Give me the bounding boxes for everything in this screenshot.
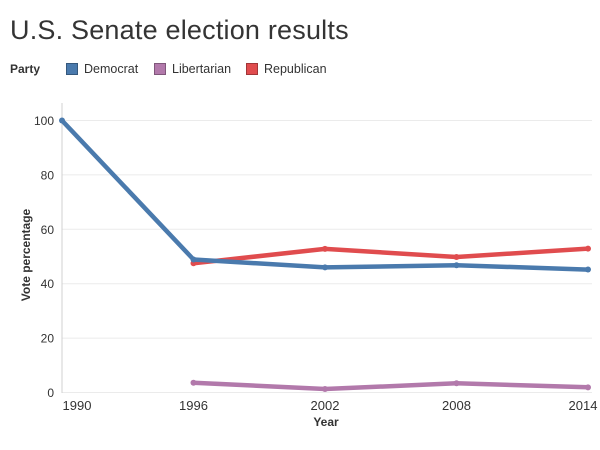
legend-swatch bbox=[246, 63, 258, 75]
legend-item-label: Democrat bbox=[84, 62, 139, 76]
y-tick-label: 80 bbox=[41, 168, 55, 182]
data-point-marker[interactable] bbox=[322, 385, 328, 392]
legend-title: Party bbox=[10, 62, 41, 76]
data-point-marker[interactable] bbox=[322, 264, 328, 271]
data-point-marker[interactable] bbox=[585, 384, 591, 391]
y-tick-label: 40 bbox=[41, 277, 55, 291]
y-tick-label: 20 bbox=[41, 332, 55, 346]
legend: Party Democrat Libertarian Republican bbox=[0, 60, 600, 78]
y-tick-label: 0 bbox=[47, 386, 54, 400]
x-tick-label: 2014 bbox=[569, 398, 598, 413]
data-point-marker[interactable] bbox=[322, 245, 328, 252]
data-point-marker[interactable] bbox=[190, 256, 197, 263]
x-tick-label: 1990 bbox=[63, 398, 92, 413]
data-point-marker[interactable] bbox=[585, 245, 591, 252]
data-point-marker[interactable] bbox=[190, 379, 197, 386]
x-tick-label: 2002 bbox=[311, 398, 340, 413]
data-point-marker[interactable] bbox=[453, 262, 460, 269]
data-point-marker[interactable] bbox=[59, 117, 65, 124]
legend-item-republican[interactable]: Republican bbox=[246, 60, 327, 78]
legend-item-libertarian[interactable]: Libertarian bbox=[154, 60, 231, 78]
y-axis-title: Vote percentage bbox=[19, 208, 33, 302]
legend-item-label: Libertarian bbox=[172, 62, 232, 76]
legend-item-label: Republican bbox=[264, 62, 327, 76]
chart-title: U.S. Senate election results bbox=[10, 15, 349, 45]
legend-swatch bbox=[66, 63, 78, 75]
legend-item-democrat[interactable]: Democrat bbox=[66, 60, 138, 78]
legend-swatch bbox=[154, 63, 166, 75]
y-tick-label: 100 bbox=[34, 114, 54, 128]
x-axis-title: Year bbox=[313, 415, 339, 429]
x-tick-label: 2008 bbox=[442, 398, 471, 413]
data-point-marker[interactable] bbox=[585, 266, 591, 273]
data-point-marker[interactable] bbox=[453, 380, 460, 387]
y-tick-label: 60 bbox=[41, 223, 55, 237]
x-tick-label: 1996 bbox=[179, 398, 208, 413]
data-point-marker[interactable] bbox=[453, 254, 460, 261]
series-line-libertarian[interactable] bbox=[191, 380, 591, 392]
series-line-republican[interactable] bbox=[191, 246, 591, 266]
